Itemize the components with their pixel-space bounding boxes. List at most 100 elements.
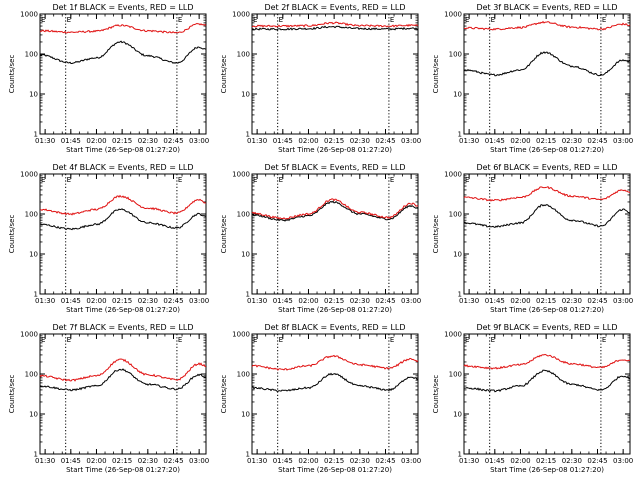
x-tick-label: 03:00 (401, 137, 421, 145)
x-tick-label: 02:30 (562, 297, 582, 305)
chart-title: Det 4f BLACK = Events, RED = LLD (52, 163, 193, 172)
chart-title: Det 2f BLACK = Events, RED = LLD (264, 3, 405, 12)
x-tick-label: 03:00 (613, 297, 633, 305)
y-tick-label: 1 (246, 291, 250, 299)
y-tick-label: 1 (246, 451, 250, 459)
y-tick-label: 1 (458, 131, 462, 139)
x-tick-label: 01:45 (485, 457, 505, 465)
lld-series-line (251, 354, 419, 371)
event-marker-label: E (390, 176, 394, 184)
x-tick-label: 02:45 (375, 297, 395, 305)
x-tick-label: 02:15 (536, 457, 556, 465)
event-marker-label: E (67, 16, 71, 24)
x-tick-label: 02:30 (562, 137, 582, 145)
x-tick-label: 02:15 (324, 297, 344, 305)
y-tick-label: 100 (25, 371, 38, 379)
x-tick-label: 02:00 (86, 137, 106, 145)
lld-series-line (251, 198, 419, 220)
event-marker-label: E (390, 336, 394, 344)
x-tick-label: 01:30 (35, 457, 55, 465)
plot-frame (39, 13, 207, 135)
edge-marker-label: E (465, 176, 469, 184)
x-tick-label: 02:00 (298, 457, 318, 465)
events-series-line (39, 368, 207, 392)
x-tick-label: 02:00 (298, 137, 318, 145)
edge-marker-label: E (253, 336, 257, 344)
plot-frame (39, 333, 207, 455)
x-tick-label: 01:45 (485, 297, 505, 305)
x-tick-label: 01:45 (273, 137, 293, 145)
chart-title: Det 7f BLACK = Events, RED = LLD (52, 323, 193, 332)
x-tick-label: 03:00 (401, 297, 421, 305)
x-tick-label: 02:30 (138, 457, 158, 465)
edge-marker-label: E (465, 336, 469, 344)
chart-panel: Det 9f BLACK = Events, RED = LLD 1 10 100 10… (432, 323, 633, 474)
x-tick-label: 02:30 (562, 457, 582, 465)
chart-title: Det 9f BLACK = Events, RED = LLD (476, 323, 617, 332)
lld-series-line (39, 358, 206, 382)
chart-title: Det 8f BLACK = Events, RED = LLD (264, 323, 405, 332)
event-marker-label: E (178, 176, 182, 184)
y-axis-label: Counts/sec (8, 215, 16, 254)
x-axis-label: Start Time (26-Sep-08 01:27:20) (66, 306, 180, 314)
y-axis-label: Counts/sec (8, 375, 16, 414)
x-axis-label: Start Time (26-Sep-08 01:27:20) (490, 466, 604, 474)
x-tick-label: 02:30 (350, 297, 370, 305)
chart-panel: Det 6f BLACK = Events, RED = LLD 1 10 100 10… (432, 163, 633, 314)
event-marker-label: E (178, 16, 182, 24)
y-tick-label: 1000 (232, 331, 250, 339)
x-tick-label: 02:00 (298, 297, 318, 305)
chart-panel: Det 1f BLACK = Events, RED = LLD 1 10 100 10… (8, 3, 209, 154)
y-axis-label: Counts/sec (432, 55, 440, 94)
chart-panel: Det 8f BLACK = Events, RED = LLD 1 10 100 10… (220, 323, 421, 474)
chart-title: Det 5f BLACK = Events, RED = LLD (264, 163, 405, 172)
plot-frame (463, 173, 631, 295)
lld-series-line (463, 20, 631, 31)
y-tick-label: 100 (237, 371, 250, 379)
x-tick-label: 02:15 (536, 137, 556, 145)
y-tick-label: 1000 (444, 331, 462, 339)
y-tick-label: 1 (458, 291, 462, 299)
plot-frame (463, 13, 631, 135)
x-axis-label: Start Time (26-Sep-08 01:27:20) (66, 466, 180, 474)
chart-title: Det 6f BLACK = Events, RED = LLD (476, 163, 617, 172)
x-tick-label: 01:45 (273, 297, 293, 305)
x-tick-label: 01:30 (247, 297, 267, 305)
plot-frame (39, 173, 207, 295)
chart-panel: Det 5f BLACK = Events, RED = LLD 1 10 100 10… (220, 163, 421, 314)
x-tick-label: 03:00 (613, 457, 633, 465)
x-tick-label: 01:30 (247, 137, 267, 145)
x-tick-label: 02:45 (163, 137, 183, 145)
y-tick-label: 100 (449, 371, 462, 379)
x-tick-label: 02:15 (536, 297, 556, 305)
y-tick-label: 1000 (20, 171, 38, 179)
x-tick-label: 02:30 (350, 457, 370, 465)
x-tick-label: 02:45 (163, 457, 183, 465)
x-tick-label: 01:45 (61, 457, 81, 465)
x-tick-label: 02:30 (350, 137, 370, 145)
events-series-line (463, 204, 631, 228)
events-series-line (40, 208, 207, 231)
x-tick-label: 03:00 (189, 457, 209, 465)
y-tick-label: 10 (453, 251, 462, 259)
y-tick-label: 1 (246, 131, 250, 139)
edge-marker-label: E (41, 16, 45, 24)
events-series-line (463, 51, 631, 77)
event-marker-label: E (602, 176, 606, 184)
x-tick-label: 03:00 (401, 457, 421, 465)
x-tick-label: 01:30 (459, 137, 479, 145)
plot-frame (251, 173, 419, 295)
lld-series-line (39, 22, 207, 34)
y-tick-label: 1000 (232, 11, 250, 19)
y-tick-label: 10 (29, 91, 38, 99)
x-tick-label: 01:30 (35, 137, 55, 145)
x-tick-label: 02:00 (86, 297, 106, 305)
events-series-line (251, 200, 419, 222)
chart-title: Det 1f BLACK = Events, RED = LLD (52, 3, 193, 12)
event-marker-label: E (491, 176, 495, 184)
y-tick-label: 1 (34, 131, 38, 139)
x-axis-label: Start Time (26-Sep-08 01:27:20) (278, 306, 392, 314)
x-tick-label: 02:45 (375, 137, 395, 145)
x-tick-label: 01:45 (485, 137, 505, 145)
